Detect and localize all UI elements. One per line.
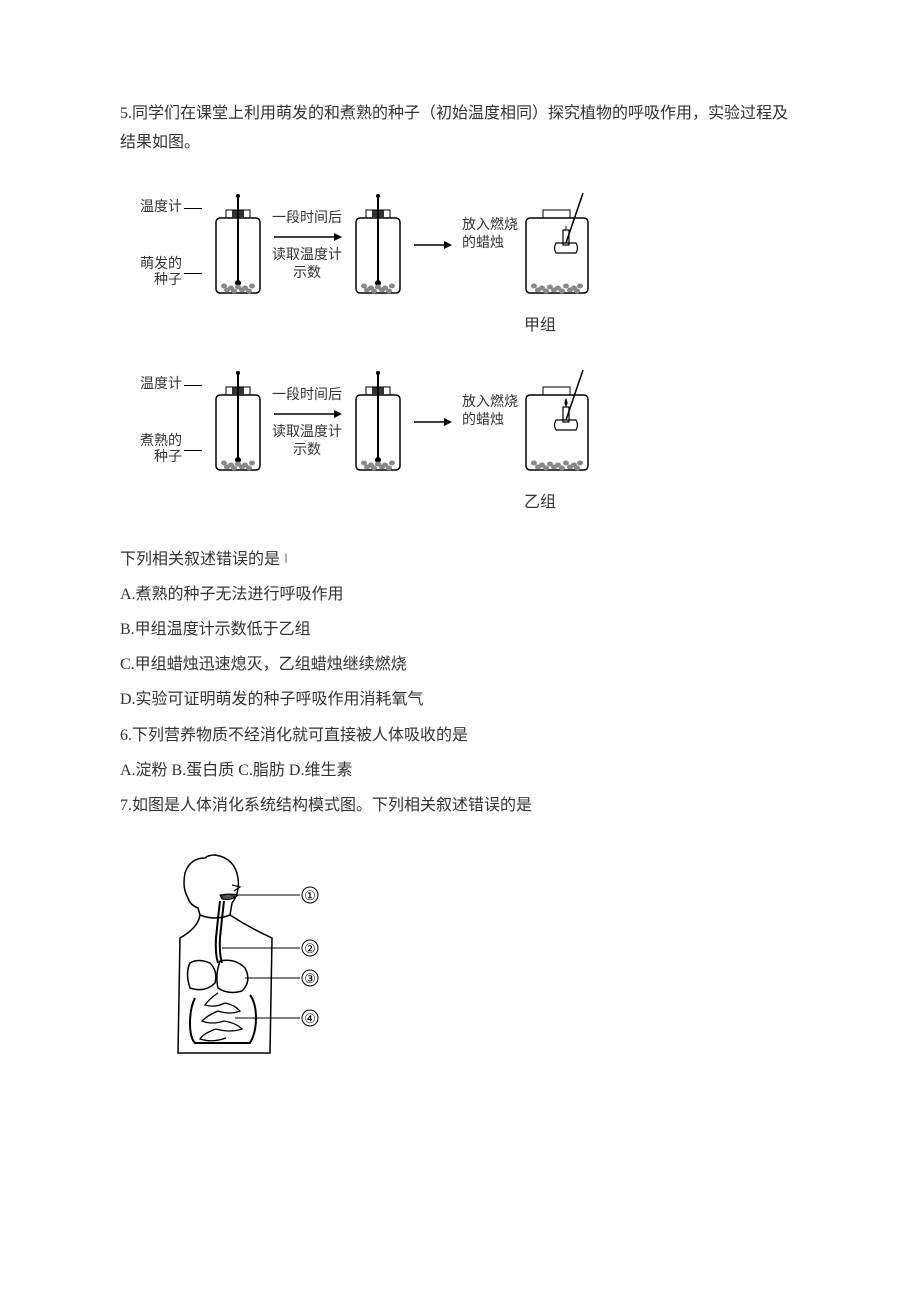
- digestive-label-1: ①: [304, 888, 316, 903]
- read-temp-label: 读取温度计 示数: [272, 424, 342, 460]
- digestive-system-diagram: ① ② ③ ④: [160, 843, 800, 1068]
- group-a-label: 甲组: [280, 311, 800, 335]
- digestive-label-2: ②: [304, 941, 316, 956]
- bottle-candle-icon: [518, 188, 596, 303]
- cooked-seeds-label: 煮熟的 种子: [140, 434, 182, 468]
- arrow-icon: [272, 408, 342, 420]
- digestive-label-3: ③: [304, 971, 316, 986]
- bottle-thermometer-icon: [206, 188, 266, 303]
- question5-text: 5.同学们在课堂上利用萌发的和煮熟的种子（初始温度相同）探究植物的呼吸作用，实验…: [120, 100, 800, 158]
- bottle-thermometer-icon: [348, 188, 406, 303]
- cursor-icon: ‖: [284, 552, 288, 567]
- question6-text: 6.下列营养物质不经消化就可直接被人体吸收的是: [120, 718, 800, 753]
- bottle-thermometer-icon: [348, 365, 406, 480]
- question5-option-c: C.甲组蜡烛迅速熄灭，乙组蜡烛继续燃烧: [120, 647, 800, 682]
- experiment-diagram: 温度计 萌发的 种子: [120, 188, 800, 512]
- label-line: [184, 450, 202, 451]
- bottle-candle-lit-icon: [518, 365, 596, 480]
- question6-options: A.淀粉 B.蛋白质 C.脂肪 D.维生素: [120, 753, 800, 788]
- after-time-label: 一段时间后: [272, 207, 342, 227]
- question7-text: 7.如图是人体消化系统结构模式图。下列相关叙述错误的是: [120, 788, 800, 823]
- read-temp-label: 读取温度计 示数: [272, 247, 342, 283]
- label-line: [184, 273, 202, 274]
- arrow-icon: [272, 231, 342, 243]
- bottle-thermometer-icon: [206, 365, 266, 480]
- thermometer-label: 温度计: [140, 200, 182, 217]
- thermometer-label: 温度计: [140, 377, 182, 394]
- arrow-icon: [412, 416, 452, 428]
- question5-option-a: A.煮熟的种子无法进行呼吸作用: [120, 577, 800, 612]
- question5-option-b: B.甲组温度计示数低于乙组: [120, 612, 800, 647]
- germinating-seeds-label: 萌发的 种子: [140, 257, 182, 291]
- arrow-icon: [412, 239, 452, 251]
- group-a: 温度计 萌发的 种子: [120, 188, 800, 335]
- question5-prompt: 下列相关叙述错误的是‖: [120, 542, 800, 577]
- group-b-label: 乙组: [280, 488, 800, 512]
- insert-candle-label: 放入燃烧 的蜡烛: [462, 217, 518, 253]
- digestive-label-4: ④: [304, 1011, 316, 1026]
- group-b: 温度计 煮熟的 种子: [120, 365, 800, 512]
- label-line: [184, 208, 202, 209]
- question5-option-d: D.实验可证明萌发的种子呼吸作用消耗氧气: [120, 682, 800, 717]
- insert-candle-label: 放入燃烧 的蜡烛: [462, 394, 518, 430]
- label-line: [184, 385, 202, 386]
- after-time-label: 一段时间后: [272, 384, 342, 404]
